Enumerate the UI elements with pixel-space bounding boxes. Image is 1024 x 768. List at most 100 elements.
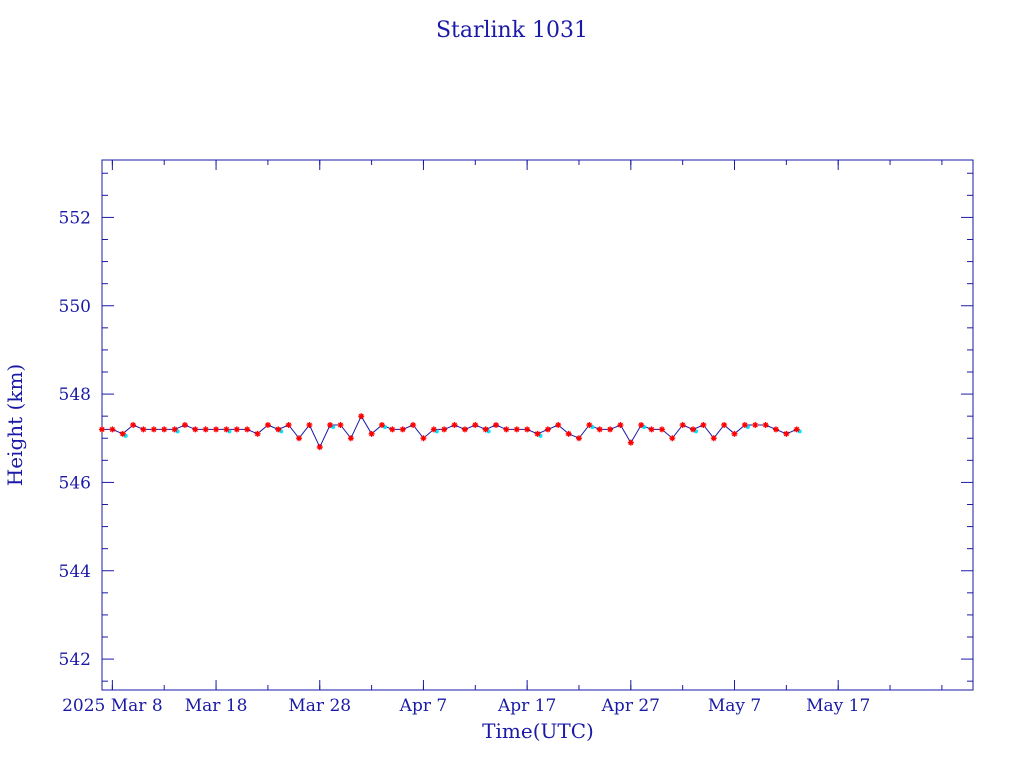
x-tick-label: Mar 18 xyxy=(185,696,248,716)
data-point xyxy=(513,426,520,433)
data-point xyxy=(690,426,697,433)
highlight-point xyxy=(797,429,802,434)
data-point xyxy=(472,422,479,428)
data-point xyxy=(140,426,147,433)
highlight-point xyxy=(382,425,387,429)
y-tick-label: 546 xyxy=(59,473,91,493)
data-point xyxy=(233,426,240,433)
data-point xyxy=(347,435,354,442)
y-tick-label: 542 xyxy=(59,650,91,670)
data-point xyxy=(410,422,417,428)
data-point xyxy=(285,422,292,428)
highlight-point xyxy=(227,429,232,434)
data-point xyxy=(534,430,541,437)
data-point xyxy=(607,426,614,433)
data-point xyxy=(430,426,437,433)
data-point xyxy=(461,426,468,433)
data-point xyxy=(669,435,676,442)
data-point xyxy=(638,422,645,428)
highlight-point xyxy=(123,433,128,438)
data-point xyxy=(596,426,603,433)
data-point xyxy=(451,422,458,428)
highlight-point xyxy=(331,425,336,429)
series-markers xyxy=(99,413,802,451)
data-point xyxy=(254,430,261,437)
y-axis-label: Height (km) xyxy=(3,364,27,486)
highlight-point xyxy=(590,425,595,429)
data-point xyxy=(389,426,396,433)
data-point xyxy=(130,422,137,428)
x-tick-labels: 2025 Mar 8 Mar 18 Mar 28 Apr 7 Apr 17 Apr 27 M… xyxy=(62,696,870,716)
data-point xyxy=(627,439,634,446)
data-point xyxy=(223,426,230,433)
data-point xyxy=(575,435,582,442)
data-point xyxy=(721,422,728,428)
data-point xyxy=(119,430,126,437)
data-point xyxy=(420,435,427,442)
x-tick-label: May 7 xyxy=(708,696,761,716)
data-point xyxy=(296,435,303,442)
x-axis-label: Time(UTC) xyxy=(482,719,594,743)
x-tick-label: Apr 27 xyxy=(601,696,660,716)
data-point xyxy=(337,422,344,428)
x-tick-label: Apr 7 xyxy=(399,696,448,716)
highlight-point xyxy=(279,429,284,434)
data-point xyxy=(524,426,531,433)
data-point xyxy=(493,422,500,428)
data-point xyxy=(192,426,199,433)
data-point xyxy=(793,426,800,433)
data-point xyxy=(181,422,188,428)
data-point xyxy=(658,426,665,433)
data-point xyxy=(731,430,738,437)
data-point xyxy=(368,430,375,437)
y-tick-labels: 542 544 546 548 550 552 xyxy=(59,208,91,670)
data-point xyxy=(762,422,769,428)
highlight-point xyxy=(538,433,543,438)
data-point xyxy=(358,413,365,420)
data-point xyxy=(617,422,624,428)
data-point xyxy=(213,426,220,433)
y-tick-label: 544 xyxy=(59,562,91,582)
data-point xyxy=(648,426,655,433)
data-point xyxy=(544,426,551,433)
data-point xyxy=(202,426,209,433)
x-tick-label: Apr 17 xyxy=(497,696,556,716)
y-tick-label: 548 xyxy=(59,385,91,405)
data-point xyxy=(244,426,251,433)
data-point xyxy=(741,422,748,428)
data-point xyxy=(710,435,717,442)
x-tick-label: 2025 Mar 8 xyxy=(62,696,163,716)
data-point xyxy=(555,422,562,428)
data-point xyxy=(161,426,168,433)
data-point xyxy=(378,422,385,428)
data-point xyxy=(99,426,105,433)
data-point xyxy=(700,422,707,428)
data-point xyxy=(171,426,178,433)
highlight-point xyxy=(486,429,491,434)
highlight-point xyxy=(642,425,647,429)
x-tick-label: May 17 xyxy=(806,696,870,716)
data-point xyxy=(503,426,510,433)
data-point xyxy=(306,422,313,428)
data-point xyxy=(109,426,116,433)
data-point xyxy=(565,430,572,437)
data-point xyxy=(482,426,489,433)
data-point xyxy=(679,422,686,428)
x-tick-label: Mar 28 xyxy=(288,696,351,716)
data-point xyxy=(316,444,323,451)
y-tick-label: 552 xyxy=(59,208,91,228)
data-point xyxy=(327,422,334,428)
data-point xyxy=(399,426,406,433)
highlight-point xyxy=(694,429,699,434)
y-tick-label: 550 xyxy=(59,297,91,317)
data-point xyxy=(264,422,271,428)
highlight-point xyxy=(434,429,439,434)
plot-frame xyxy=(101,159,974,691)
data-point xyxy=(275,426,282,433)
chart-title: Starlink 1031 xyxy=(436,18,588,43)
highlight-point xyxy=(745,425,750,429)
data-point xyxy=(772,426,779,433)
highlight-point xyxy=(175,429,180,434)
data-point xyxy=(441,426,448,433)
